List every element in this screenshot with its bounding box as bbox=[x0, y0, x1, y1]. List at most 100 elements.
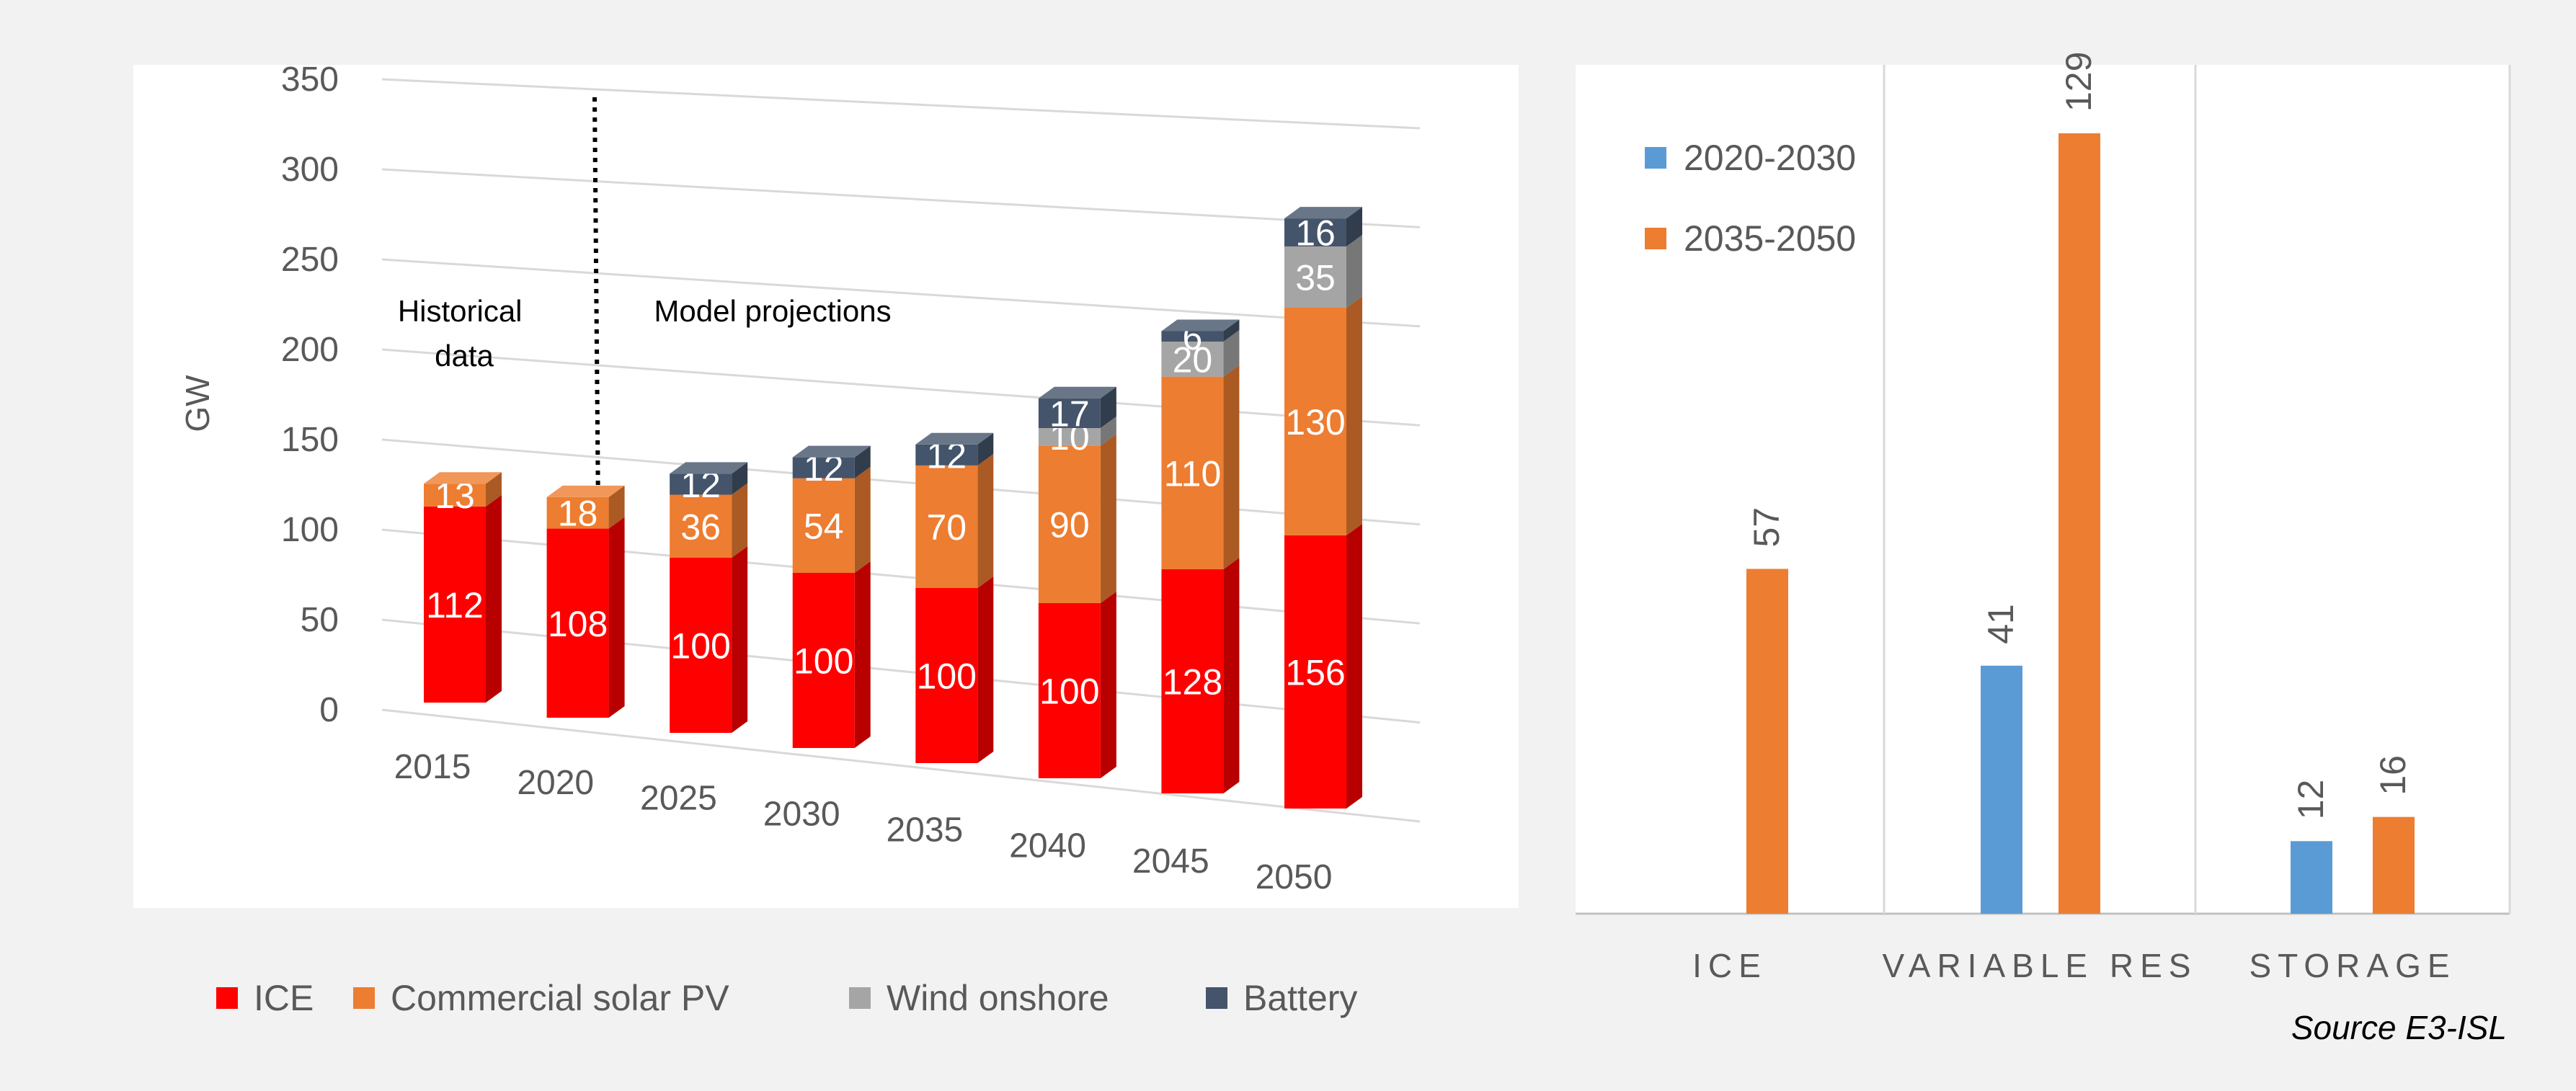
data-label-ice-2045: 128 bbox=[1163, 662, 1222, 702]
data-label-ice-2015: 112 bbox=[426, 585, 484, 625]
bar-commercial-solar-pv-2035 bbox=[915, 465, 978, 588]
left-y-axis: 0 50 100 150 200 250 300 350 bbox=[281, 61, 339, 729]
y-tick-label: 50 bbox=[301, 601, 339, 639]
bar-commercial-solar-pv-2050 bbox=[1284, 308, 1346, 535]
data-label-ice-2025: 100 bbox=[670, 626, 730, 667]
bar-side-ice-2040 bbox=[1100, 592, 1116, 778]
bar-side-commercial-solar-pv-2015 bbox=[486, 472, 502, 507]
gridline-150 bbox=[381, 438, 1421, 526]
data-label-commercial-solar-pv-2045: 110 bbox=[1164, 453, 1222, 494]
x-tick-label-variable-res: VARIABLE RES bbox=[1883, 947, 2198, 984]
data-label-commercial-solar-pv-2025: 36 bbox=[680, 507, 721, 547]
bar-top-2030 bbox=[792, 445, 871, 458]
bar-battery-2030 bbox=[792, 457, 855, 478]
bar-ice-2050 bbox=[1284, 535, 1346, 809]
bar-side-ice-2050 bbox=[1346, 523, 1362, 809]
historical-divider-line bbox=[592, 97, 600, 514]
legend-swatch-2035-2050 bbox=[1645, 228, 1666, 249]
left-legend: ICE Commercial solar PV Wind onshore Batter… bbox=[216, 978, 1357, 1018]
legend-label-commercial-solar-pv: Commercial solar PV bbox=[391, 978, 729, 1018]
bar-side-commercial-solar-pv-2025 bbox=[732, 483, 748, 558]
right-bars: 57 41 129 12 16 bbox=[1746, 52, 2415, 914]
bar-2020-2030-storage bbox=[2291, 841, 2332, 914]
bar-stack-2020: 108 18 bbox=[546, 485, 625, 718]
data-label-2020-2030-storage: 12 bbox=[2291, 780, 2331, 820]
x-tick-label-2025: 2025 bbox=[640, 780, 717, 818]
bar-commercial-solar-pv-2020 bbox=[546, 496, 609, 529]
x-tick-label-2050: 2050 bbox=[1256, 858, 1333, 896]
data-label-ice-2050: 156 bbox=[1285, 652, 1345, 693]
bar-top-2040 bbox=[1038, 386, 1116, 398]
bar-side-ice-2035 bbox=[977, 576, 994, 763]
data-label-commercial-solar-pv-2030: 54 bbox=[804, 506, 844, 546]
bar-side-battery-2045 bbox=[1223, 319, 1240, 342]
bar-top-2045 bbox=[1161, 319, 1240, 331]
bar-2035-2050-storage bbox=[2373, 816, 2415, 914]
bar-top-2015 bbox=[424, 472, 502, 484]
gridline-350 bbox=[381, 78, 1421, 130]
bar-group-storage: 12 16 bbox=[2291, 755, 2415, 914]
bar-2020-2030-variable-res bbox=[1981, 665, 2022, 914]
legend-label-wind-onshore: Wind onshore bbox=[887, 978, 1109, 1018]
y-tick-label: 300 bbox=[281, 151, 339, 189]
gridline-0 bbox=[381, 708, 1421, 823]
legend-swatch-commercial-solar-pv bbox=[353, 987, 375, 1009]
source-note: Source E3-ISL bbox=[2291, 1009, 2507, 1046]
right-legend: 2020-2030 2035-2050 bbox=[1645, 138, 1856, 259]
data-label-wind-onshore-2050: 35 bbox=[1295, 257, 1336, 298]
annotation-historical: Historical data bbox=[398, 294, 530, 373]
bar-ice-2040 bbox=[1038, 603, 1101, 778]
bar-top-2025 bbox=[670, 462, 748, 474]
bar-side-battery-2025 bbox=[732, 462, 748, 495]
gridline-300 bbox=[381, 168, 1421, 228]
x-tick-label-2020: 2020 bbox=[517, 764, 594, 802]
bar-side-commercial-solar-pv-2030 bbox=[854, 466, 871, 573]
bar-side-commercial-solar-pv-2040 bbox=[1100, 434, 1116, 603]
bar-ice-2030 bbox=[792, 573, 855, 748]
bar-ice-2025 bbox=[670, 558, 732, 733]
bar-commercial-solar-pv-2025 bbox=[670, 494, 732, 558]
bar-side-commercial-solar-pv-2020 bbox=[608, 485, 625, 529]
legend-label-2035-2050: 2035-2050 bbox=[1684, 218, 1856, 259]
y-tick-label: 0 bbox=[319, 691, 339, 729]
x-tick-label-2045: 2045 bbox=[1132, 842, 1209, 881]
data-label-ice-2020: 108 bbox=[548, 604, 608, 644]
data-label-battery-2040: 17 bbox=[1049, 393, 1090, 434]
bar-top-2020 bbox=[546, 485, 625, 497]
data-label-wind-onshore-2045: 20 bbox=[1173, 339, 1213, 380]
x-tick-label-2040: 2040 bbox=[1009, 827, 1086, 865]
bar-side-commercial-solar-pv-2045 bbox=[1223, 365, 1240, 569]
right-x-axis: ICE VARIABLE RES STORAGE bbox=[1692, 947, 2456, 984]
legend-swatch-2020-2030 bbox=[1645, 147, 1666, 169]
legend-label-battery: Battery bbox=[1243, 978, 1357, 1018]
bar-side-commercial-solar-pv-2050 bbox=[1346, 296, 1362, 535]
data-label-ice-2040: 100 bbox=[1039, 672, 1099, 712]
bar-top-2035 bbox=[915, 432, 994, 445]
y-tick-label: 250 bbox=[281, 241, 339, 279]
x-tick-label-2035: 2035 bbox=[886, 811, 963, 849]
bar-2035-2050-ice bbox=[1746, 569, 1788, 914]
data-label-2035-2050-variable-res: 129 bbox=[2058, 52, 2099, 112]
bar-side-ice-2045 bbox=[1223, 557, 1240, 793]
bar-ice-2020 bbox=[546, 528, 609, 718]
bar-side-wind-onshore-2045 bbox=[1223, 330, 1240, 377]
bar-commercial-solar-pv-2040 bbox=[1038, 445, 1101, 603]
data-label-2035-2050-ice: 57 bbox=[1746, 507, 1787, 548]
bar-side-battery-2050 bbox=[1346, 207, 1362, 246]
bar-side-ice-2015 bbox=[486, 494, 502, 703]
bar-top-2050 bbox=[1284, 207, 1362, 219]
bar-battery-2025 bbox=[670, 473, 732, 495]
data-label-ice-2035: 100 bbox=[917, 656, 977, 697]
x-tick-label-storage: STORAGE bbox=[2249, 947, 2456, 984]
legend-swatch-wind-onshore bbox=[849, 987, 871, 1009]
data-label-commercial-solar-pv-2040: 90 bbox=[1049, 505, 1090, 546]
bar-side-commercial-solar-pv-2035 bbox=[977, 453, 994, 588]
bar-wind-onshore-2040 bbox=[1038, 428, 1101, 446]
bar-commercial-solar-pv-2030 bbox=[792, 478, 855, 573]
